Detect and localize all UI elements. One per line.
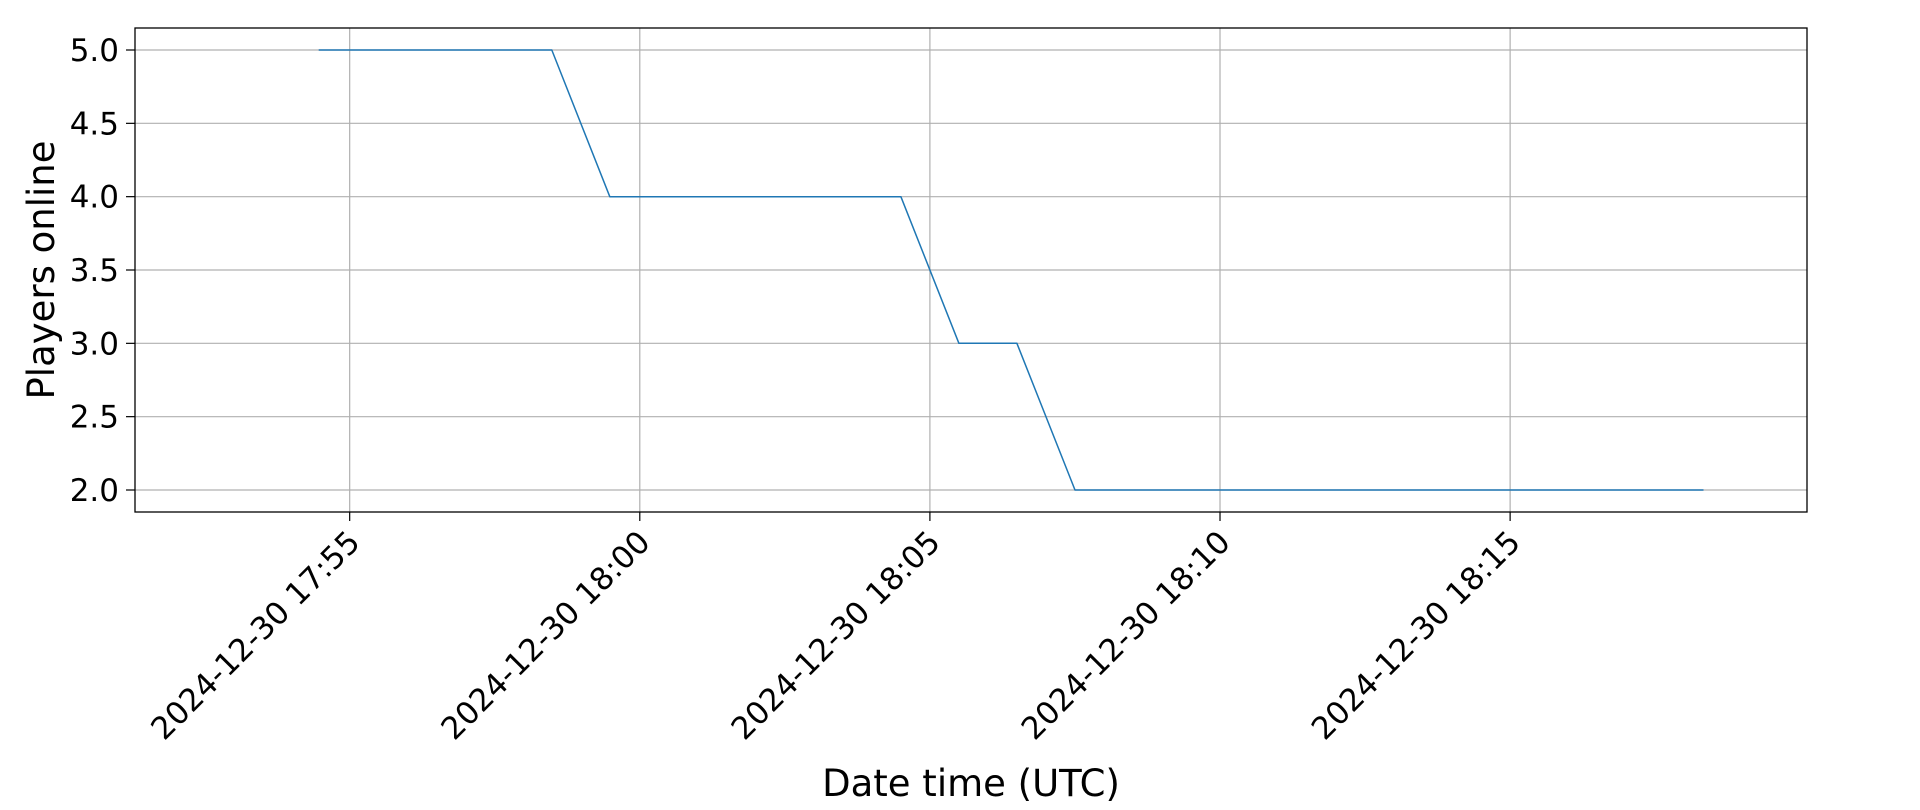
series-layer (318, 49, 1704, 491)
y-tick-label: 4.0 (70, 180, 119, 216)
y-tick-label: 2.0 (70, 473, 119, 509)
y-tick-label: 5.0 (70, 33, 119, 69)
y-axis-title: Players online (20, 140, 63, 399)
x-axis-title: Date time (UTC) (822, 762, 1120, 805)
tick-marks (126, 49, 1511, 521)
series-line (318, 49, 1704, 491)
y-tick-label: 3.5 (70, 253, 119, 289)
y-tick-label: 2.5 (70, 400, 119, 436)
y-tick-label: 4.5 (70, 106, 119, 142)
y-tick-label: 3.0 (70, 326, 119, 362)
